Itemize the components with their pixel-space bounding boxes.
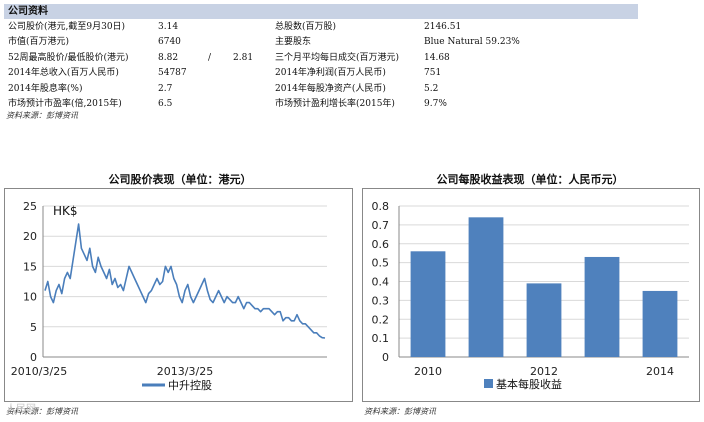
y-tick-label: 0	[382, 351, 389, 364]
info-value: 8.82	[158, 52, 179, 63]
info-value: 2146.51	[424, 22, 462, 32]
info-label: 总股数(百万股)	[275, 22, 337, 32]
info-label: 2014年总收入(百万人民币)	[8, 68, 119, 79]
x-tick-label: 2010/3/25	[11, 365, 67, 378]
info-value: 2.7	[158, 83, 173, 94]
x-tick-label: 2012	[530, 365, 558, 378]
price-line	[44, 223, 326, 339]
info-value: 751	[424, 68, 442, 79]
info-label: 2014年每股净资产(人民币)	[275, 83, 386, 94]
eps-bar	[642, 290, 678, 357]
eps-chart-title: 公司每股收益表现（单位：人民币元）	[436, 173, 624, 186]
info-row: 2014年总收入(百万人民币) 54787 2014年净利润(百万人民币) 751	[4, 66, 638, 81]
y-tick-label: 0.7	[372, 219, 390, 232]
stock-chart: 0 5 10 15 20 25 HK$ 2010/3/25 2013/3/25 中升控股	[4, 188, 353, 402]
eps-bar	[526, 283, 562, 357]
eps-chart-source: 资料来源：彭博资讯	[364, 407, 436, 416]
info-table: 公司股价(港元,截至9月30日) 3.14 总股数(百万股) 2146.51 市值(百万…	[4, 20, 638, 112]
watermark-logo: 人民网	[6, 404, 36, 415]
info-label: 公司股价(港元,截至9月30日)	[8, 22, 126, 32]
y-tick-label: 10	[23, 291, 37, 304]
info-row: 公司股价(港元,截至9月30日) 3.14 总股数(百万股) 2146.51	[4, 20, 638, 35]
eps-bar	[468, 217, 504, 357]
x-tick-label: 2013/3/25	[157, 365, 213, 378]
y-tick-label: 0.2	[372, 313, 390, 326]
info-value: 3.14	[158, 22, 179, 32]
info-value: 6.5	[158, 98, 173, 109]
y-tick-label: 0.6	[372, 238, 390, 251]
y-tick-label: 15	[23, 260, 37, 273]
info-row: 市场预计市盈率(倍,2015年) 6.5 市场预计盈利增长率(2015年) 9.7%	[4, 97, 638, 112]
eps-bar	[584, 256, 620, 357]
stock-chart-title: 公司股价表现（单位：港元）	[108, 173, 252, 186]
info-label: 2014年股息率(%)	[8, 83, 83, 94]
info-row: 52周最高股价/最低股价(港元) 8.82 / 2.81 三个月平均每日成交(百万港元)…	[4, 51, 638, 66]
info-label: 市场预计市盈率(倍,2015年)	[8, 98, 122, 109]
eps-chart-svg: 0 0.1 0.2 0.3 0.4 0.5 0.6 0.7 0.8 2010 2012 2014 基本每…	[372, 200, 689, 391]
info-value: 9.7%	[424, 98, 447, 109]
info-header: 公司资料	[4, 4, 638, 19]
legend-swatch	[484, 379, 493, 388]
info-label: 主要股东	[275, 37, 312, 48]
info-label: 市值(百万港元)	[8, 37, 70, 48]
info-source: 资料来源：彭博资讯	[6, 111, 78, 120]
info-value: 14.68	[424, 52, 450, 63]
y-tick-label: 0.3	[372, 294, 390, 307]
info-row: 市值(百万港元) 6740 主要股东 Blue Natural 59.23%	[4, 35, 638, 50]
eps-chart: 0 0.1 0.2 0.3 0.4 0.5 0.6 0.7 0.8 2010 2012 2014 基本每…	[362, 188, 700, 402]
y-tick-label: 0.4	[372, 276, 390, 289]
y-tick-label: 0	[30, 351, 37, 364]
legend-label: 中升控股	[168, 378, 212, 392]
info-value: 6740	[158, 37, 181, 48]
eps-bar	[410, 251, 446, 357]
info-label: 2014年净利润(百万人民币)	[275, 68, 386, 79]
legend-label: 基本每股收益	[496, 377, 562, 391]
y-tick-label: 20	[23, 230, 37, 243]
info-row: 2014年股息率(%) 2.7 2014年每股净资产(人民币) 5.2	[4, 82, 638, 97]
y-tick-label: 5	[30, 321, 37, 334]
x-tick-label: 2010	[414, 365, 442, 378]
info-value: 54787	[158, 68, 187, 79]
stock-chart-source: 资料来源：彭博资讯	[6, 407, 78, 416]
x-tick-label: 2014	[646, 365, 674, 378]
info-separator: /	[208, 52, 212, 63]
y-tick-label: 25	[23, 200, 37, 213]
info-label: 市场预计盈利增长率(2015年)	[275, 98, 395, 109]
info-label: 三个月平均每日成交(百万港元)	[275, 52, 400, 63]
y-tick-label: 0.1	[372, 332, 390, 345]
y-tick-label: 0.5	[372, 257, 390, 270]
y-tick-label: 0.8	[372, 200, 390, 213]
info-value: Blue Natural 59.23%	[424, 37, 520, 48]
info-label: 52周最高股价/最低股价(港元)	[8, 52, 129, 63]
info-value: 5.2	[424, 83, 439, 94]
info-value: 2.81	[233, 52, 254, 63]
unit-label: HK$	[53, 204, 78, 218]
